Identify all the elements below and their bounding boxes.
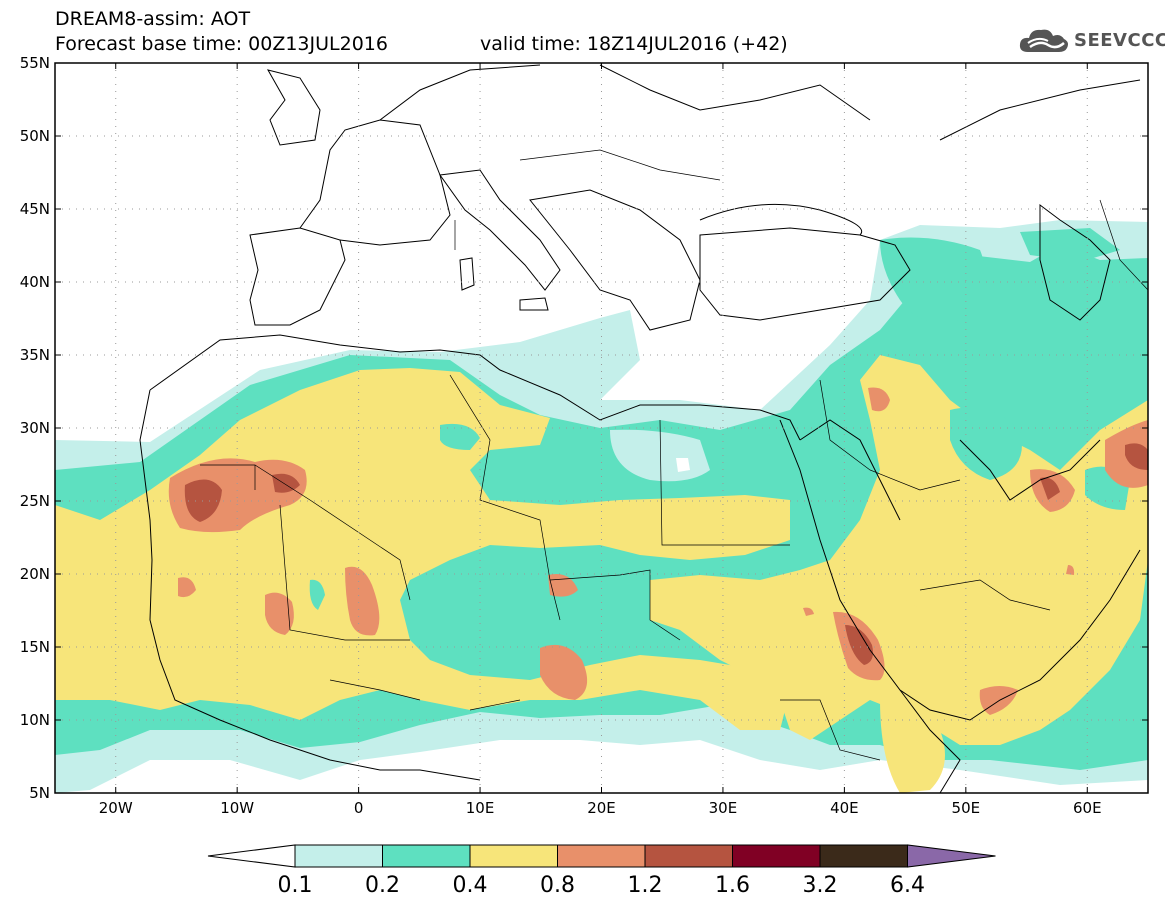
aot-level-0.2 bbox=[880, 237, 987, 323]
country-borders bbox=[200, 149, 1148, 761]
longitude-axis: 20W 10W 0 10E 20E 30E 40E 50E 60E bbox=[99, 63, 1102, 817]
colorbar-segment bbox=[644, 844, 733, 868]
lat-tick-label: 40N bbox=[20, 273, 50, 291]
lon-tick-label: 20W bbox=[99, 799, 133, 817]
aot-level-1.2 bbox=[1040, 477, 1060, 500]
map-title: DREAM8-assim: AOT bbox=[55, 8, 251, 30]
aot-level-0.1 bbox=[505, 325, 630, 375]
valid-time: valid time: 18Z14JUL2016 (+42) bbox=[480, 33, 788, 55]
aot-level-0.2 bbox=[309, 579, 325, 610]
seevccc-logo: SEEVCCC bbox=[1018, 25, 1165, 55]
forecast-base-time: Forecast base time: 00Z13JUL2016 bbox=[55, 33, 388, 55]
colorbar-label: 0.8 bbox=[540, 873, 575, 898]
aot-level-0.2 bbox=[440, 423, 480, 450]
aot-level-0.1 bbox=[676, 458, 690, 472]
colorbar-min-arrow bbox=[207, 844, 296, 868]
colorbar-label: 1.6 bbox=[715, 873, 750, 898]
lat-tick-label: 15N bbox=[20, 638, 50, 656]
lat-tick-label: 25N bbox=[20, 492, 50, 510]
lat-tick-label: 5N bbox=[29, 784, 50, 802]
aot-level-1.2 bbox=[184, 479, 222, 522]
aot-level-0.4 bbox=[870, 596, 920, 640]
aot-level-0.4 bbox=[650, 355, 1148, 745]
aot-level-1.2 bbox=[845, 625, 873, 665]
colorbar-label: 1.2 bbox=[628, 873, 663, 898]
aot-level-0.8 bbox=[345, 566, 380, 636]
lat-tick-label: 30N bbox=[20, 419, 50, 437]
lat-tick-label: 35N bbox=[20, 346, 50, 364]
colorbar: 0.1 0.2 0.4 0.8 1.2 1.6 3.2 6.4 bbox=[207, 844, 996, 898]
colorbar-segment bbox=[294, 844, 383, 868]
aot-level-0.8 bbox=[803, 607, 814, 616]
colorbar-label: 0.1 bbox=[278, 873, 313, 898]
lon-tick-label: 60E bbox=[1073, 799, 1102, 817]
colorbar-segment bbox=[382, 844, 471, 868]
colorbar-segment bbox=[469, 844, 558, 868]
latitude-axis: 55N 50N 45N 40N 35N 30N 25N 20N 15N 10N 5N bbox=[20, 54, 1148, 802]
colorbar-segment bbox=[557, 844, 646, 868]
colorbar-label: 6.4 bbox=[890, 873, 925, 898]
lon-tick-label: 0 bbox=[354, 799, 364, 817]
lat-tick-label: 50N bbox=[20, 127, 50, 145]
colorbar-label: 0.4 bbox=[453, 873, 488, 898]
aot-level-0.8 bbox=[540, 644, 588, 700]
cloud-icon bbox=[1019, 29, 1068, 52]
coastlines bbox=[139, 64, 1141, 793]
colorbar-label: 0.2 bbox=[365, 873, 400, 898]
aot-level-0.2 bbox=[950, 407, 1022, 480]
lon-tick-label: 50E bbox=[952, 799, 981, 817]
aot-level-0.2 bbox=[420, 586, 493, 660]
colorbar-segment bbox=[819, 844, 908, 868]
aot-level-1.2 bbox=[1125, 443, 1148, 470]
logo-text: SEEVCCC bbox=[1074, 29, 1165, 51]
aot-level-0.8 bbox=[1066, 565, 1075, 575]
colorbar-segment bbox=[732, 844, 821, 868]
aot-level-0.2 bbox=[1100, 275, 1148, 345]
lat-tick-label: 20N bbox=[20, 565, 50, 583]
aot-level-0.2 bbox=[1020, 228, 1120, 262]
aot-level-0.8 bbox=[178, 577, 196, 598]
aot-level-1.2 bbox=[272, 473, 300, 493]
lon-tick-label: 40E bbox=[830, 799, 859, 817]
colorbar-label: 3.2 bbox=[803, 873, 838, 898]
aot-level-0.4 bbox=[55, 368, 790, 730]
lat-lon-grid bbox=[55, 63, 1148, 793]
colorbar-max-arrow bbox=[907, 844, 996, 868]
aot-level-0.8 bbox=[868, 387, 890, 412]
aot-level-0.8 bbox=[265, 592, 294, 635]
lat-tick-label: 10N bbox=[20, 711, 50, 729]
lon-tick-label: 10W bbox=[220, 799, 254, 817]
lon-tick-label: 30E bbox=[709, 799, 738, 817]
aot-level-0.4 bbox=[880, 696, 945, 793]
lon-tick-label: 10E bbox=[466, 799, 495, 817]
lon-tick-label: 20E bbox=[587, 799, 616, 817]
lat-tick-label: 45N bbox=[20, 200, 50, 218]
lat-tick-label: 55N bbox=[20, 54, 50, 72]
